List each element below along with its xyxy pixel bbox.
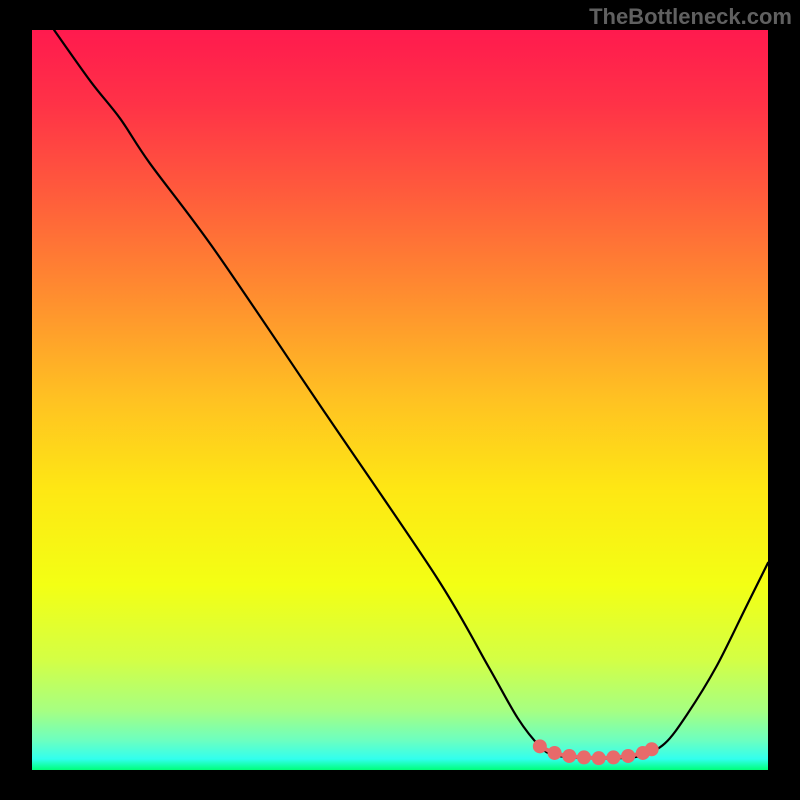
valley-marker: [577, 750, 591, 764]
valley-marker: [533, 739, 547, 753]
valley-marker: [548, 746, 562, 760]
chart-container: TheBottleneck.com: [0, 0, 800, 800]
valley-marker: [592, 751, 606, 765]
valley-marker: [621, 749, 635, 763]
valley-marker: [645, 742, 659, 756]
valley-marker: [606, 750, 620, 764]
plot-svg: [32, 30, 768, 770]
watermark-text: TheBottleneck.com: [589, 4, 792, 30]
valley-marker: [562, 749, 576, 763]
plot-area: [32, 30, 768, 770]
gradient-background: [32, 30, 768, 770]
